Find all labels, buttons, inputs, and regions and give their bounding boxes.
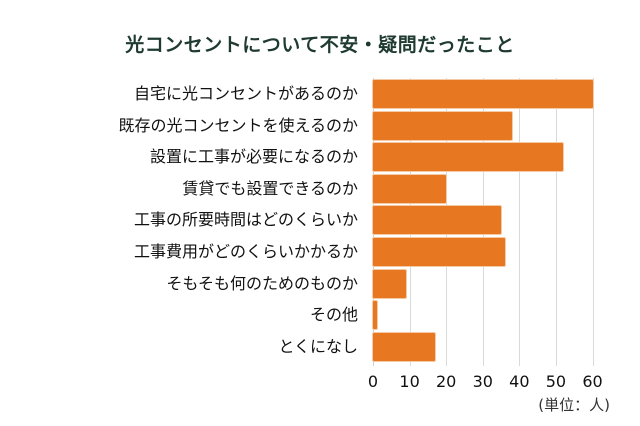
category-label: そもそも何のためのものか (166, 273, 358, 293)
bar (373, 143, 564, 172)
category-label: 自宅に光コンセントがあるのか (133, 84, 358, 103)
bar (373, 80, 593, 108)
x-tick-label: 30 (472, 372, 493, 391)
category-label: とくになし (278, 336, 358, 356)
unit-label: (単位：人) (538, 396, 610, 414)
bar (373, 238, 505, 266)
x-tick-label: 20 (435, 372, 457, 391)
category-label: 工事費用がどのくらいかかるか (133, 242, 358, 261)
bar (373, 269, 406, 298)
x-tick-label: 10 (399, 372, 420, 391)
bar (373, 301, 377, 330)
x-tick-label: 40 (509, 372, 530, 391)
bar (373, 332, 436, 361)
category-label: 賃貸でも設置できるのか (182, 178, 358, 198)
category-label: 既存の光コンセントを使えるのか (118, 115, 358, 135)
plot-area (373, 78, 594, 366)
category-label: 設置に工事が必要になるのか (149, 147, 358, 167)
x-tick-label: 0 (367, 372, 379, 391)
x-tick-label: 50 (545, 372, 567, 391)
category-label: 工事の所要時間はどのくらいか (133, 210, 358, 230)
gridline (555, 78, 557, 366)
bar (373, 206, 502, 235)
gridline (592, 78, 594, 366)
gridline (519, 78, 521, 366)
category-label: その他 (309, 305, 358, 325)
chart-title: 光コンセントについて不安・疑問だったこと (125, 34, 515, 56)
bar (373, 111, 513, 140)
bar (373, 174, 447, 203)
x-tick-label: 60 (582, 372, 603, 391)
